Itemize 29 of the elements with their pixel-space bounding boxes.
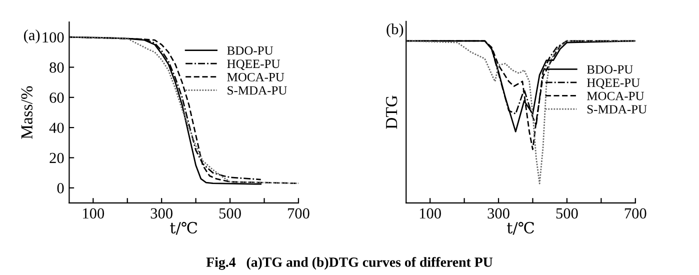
x-axis-title: t/℃ <box>170 222 198 235</box>
x-tick-label: 100 <box>420 208 441 219</box>
legend-label: HQEE-PU <box>227 60 280 70</box>
y-axis-title: DTG <box>386 96 398 129</box>
y-tick-label: 100 <box>42 32 64 43</box>
legend-label: S-MDA-PU <box>587 105 647 114</box>
x-tick-label: 300 <box>488 208 510 219</box>
y-tick-label: 40 <box>49 122 64 134</box>
legend-label: HQEE-PU <box>587 78 640 89</box>
legend-label: MOCA-PU <box>587 92 644 100</box>
legend-label: BDO-PU <box>227 46 274 55</box>
legend-label: BDO-PU <box>587 65 633 74</box>
y-tick-label: 80 <box>50 62 64 73</box>
caption: Fig.4 (a)TG and (b)DTG curves of different PU <box>206 256 493 270</box>
chart-title: (b) <box>386 24 404 38</box>
legend-label: S-MDA-PU <box>228 86 287 95</box>
x-axis-title: t/℃ <box>507 222 534 235</box>
x-tick-label: 500 <box>556 208 578 219</box>
x-tick-label: 500 <box>219 208 241 219</box>
legend-label: MOCA-PU <box>227 72 284 82</box>
y-tick-label: 0 <box>57 183 64 194</box>
x-tick-label: 100 <box>83 208 104 219</box>
y-axis-title: Mass/% <box>21 86 33 139</box>
x-tick-label: 700 <box>288 208 310 219</box>
chart-title: (a) <box>24 29 40 44</box>
y-tick-label: 20 <box>50 152 64 164</box>
x-tick-label: 300 <box>150 208 172 219</box>
y-tick-label: 60 <box>50 92 64 103</box>
x-tick-label: 700 <box>624 208 646 219</box>
